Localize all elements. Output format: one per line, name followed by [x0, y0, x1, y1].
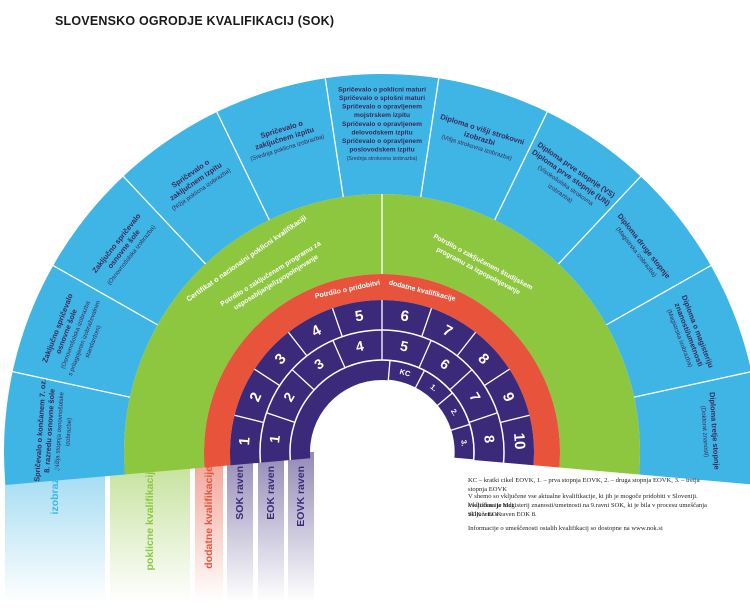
eok-level-1: 1: [266, 434, 283, 444]
education-divider: [324, 78, 344, 198]
level-rings: [229, 299, 534, 466]
education-divider: [633, 371, 750, 398]
education-segment-text: Spričevalo o opravljenem: [342, 104, 422, 111]
eovk-level: 3.: [459, 439, 469, 446]
education-divider: [558, 175, 642, 265]
sok-level-6: 6: [399, 307, 410, 325]
eok-divider: [332, 340, 346, 369]
sok-level-5: 5: [354, 307, 365, 325]
eovk-divider: [414, 370, 426, 389]
education-segment-text: (Srednja strokovna izobrazba): [347, 156, 418, 162]
education-divider: [52, 265, 158, 326]
education-segment-text: Spričevalo o opravljenem: [342, 121, 422, 128]
sok-divider: [456, 331, 477, 357]
sok-divider: [483, 368, 510, 387]
eovk-level: 2.: [449, 407, 460, 417]
education-segment-text: izobrazbe): [64, 418, 73, 447]
note-scheme-line-1: V shemo so vključene vse aktualne kvalif…: [468, 493, 698, 509]
eok-level-8: 8: [481, 434, 498, 444]
eok-divider: [468, 412, 498, 424]
eok-level-4: 4: [354, 337, 365, 354]
education-band: [4, 74, 750, 485]
note-information: Informacije o umeščenosti ostalih kvalif…: [468, 525, 663, 532]
sok-divider: [421, 308, 433, 337]
education-divider: [494, 111, 548, 221]
education-divider: [420, 78, 440, 198]
eok-divider: [418, 340, 432, 369]
legend-label: EOK raven: [265, 466, 277, 520]
eovk-ring: [387, 359, 475, 461]
vocational-band: [124, 194, 641, 475]
note-scheme-line-2: kvalifikacija Magisterij znanosti/umetno…: [468, 502, 707, 518]
legend-label: SOK raven: [234, 466, 246, 520]
education-divider: [122, 175, 206, 265]
legend-label: dodatne kvalifikacije: [203, 466, 215, 569]
additional-band: [203, 273, 560, 468]
legend-strip: [195, 452, 223, 602]
sok-divider: [287, 331, 308, 357]
sok-divider: [500, 414, 530, 424]
eok-divider: [291, 369, 315, 391]
legend-label: EOVK raven: [295, 466, 307, 527]
education-segment-text: Spričevalo o opravljenem: [342, 138, 422, 145]
page-title: SLOVENSKO OGRODJE KVALIFIKACIJ (SOK): [55, 14, 335, 28]
eovk-level: KC: [399, 367, 412, 379]
eovk-level: 1.: [428, 382, 439, 393]
legend-label: izobrazbe: [49, 466, 61, 515]
note-abbreviations: KC – kratki cikel EOVK, 1. – prva stopnj…: [468, 477, 700, 493]
sok-divider: [234, 414, 264, 424]
education-divider: [606, 265, 712, 326]
legend-strip: [110, 452, 190, 602]
education-segment-text: Spričevalo o poklicni maturi: [338, 86, 426, 93]
sok-level-10: 10: [510, 432, 528, 450]
note-scheme-line-3: vključena v raven EOK 8.: [468, 511, 537, 518]
education-segment-text: (Doktorat znanosti): [699, 406, 709, 458]
eok-divider: [449, 369, 473, 391]
education-divider: [12, 371, 131, 398]
sok-divider: [254, 368, 281, 387]
education-divider: [216, 111, 270, 221]
education-segment-text: mojstrskem izpitu: [354, 112, 410, 119]
sok-level-1: 1: [236, 436, 254, 446]
eok-level-5: 5: [399, 337, 410, 354]
legend-strip: [258, 452, 284, 602]
legend-label: poklicne kvalifikacije: [144, 466, 156, 571]
eok-divider: [266, 412, 296, 424]
eovk-divider: [436, 392, 453, 407]
education-segment-text: Spričevalo o splošni maturi: [339, 95, 425, 102]
eovk-divider: [450, 423, 470, 431]
education-segment-text: delovodskem izpitu: [351, 129, 412, 136]
legend-strip: [227, 452, 253, 602]
sok-divider: [331, 308, 343, 337]
legend-strip: [288, 452, 314, 602]
education-segment-text: poslovodskem izpitu: [349, 147, 414, 154]
